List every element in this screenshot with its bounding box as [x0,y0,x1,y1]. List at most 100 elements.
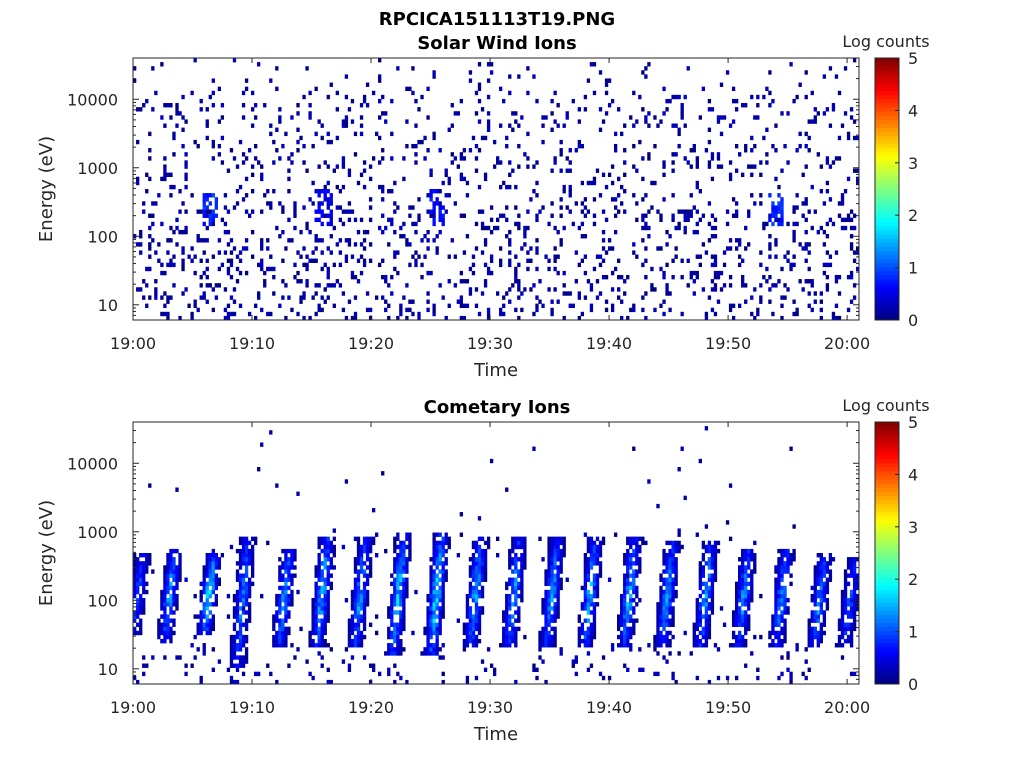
spectrogram-cell [332,565,336,570]
spectrogram-cell [786,250,790,255]
spectrogram-cell [193,593,197,599]
spectrogram-cell [511,581,515,587]
spectrogram-cell [435,189,439,194]
spectrogram-cell [281,548,285,554]
spectrogram-cell [677,94,681,100]
spectrogram-cell [344,315,349,321]
spectrogram-cell [190,258,194,263]
spectrogram-cell [344,119,349,124]
spectrogram-cell [375,553,379,558]
spectrogram-cell [547,643,551,648]
spectrogram-cell [541,638,545,644]
spectrogram-cell [465,180,470,186]
spectrogram-cell [136,287,140,292]
spectrogram-cell [629,602,633,607]
spectrogram-cell [789,557,793,562]
spectrogram-cell [662,299,666,304]
spectrogram-cell [559,197,563,202]
spectrogram-cell [813,589,817,595]
spectrogram-cell [707,602,712,607]
spectrogram-cell [284,614,288,619]
spectrogram-cell [629,626,633,632]
spectrogram-cell [133,78,137,83]
spectrogram-cell [744,663,748,668]
spectrogram-cell [393,610,397,615]
spectrogram-cell [550,614,554,619]
spectrogram-cell [744,589,748,595]
spectrogram-cell [804,647,808,652]
spectrogram-cell [356,544,361,550]
spectrogram-cell [671,213,675,218]
spectrogram-cell [671,123,675,128]
spectrogram-cell [535,180,539,186]
spectrogram-cell [199,107,203,112]
spectrogram-cell [145,303,149,309]
spectrogram-cell [701,589,706,595]
spectrogram-cell [744,143,748,149]
spectrogram-cell [235,634,240,640]
spectrogram-cell [641,176,645,182]
spectrogram-cell [496,536,500,542]
spectrogram-cell [635,557,639,562]
spectrogram-cell [166,630,170,636]
spectrogram-cell [692,205,696,210]
spectrogram-cell [441,213,445,218]
spectrogram-cell [489,217,494,223]
spectrogram-cell [308,103,312,108]
spectrogram-cell [136,565,140,570]
spectrogram-cell [852,573,857,578]
spectrogram-cell [786,651,790,656]
spectrogram-cell [250,553,255,558]
spectrogram-cell [169,598,173,603]
spectrogram-cell [532,667,536,673]
spectrogram-cell [199,626,203,632]
spectrogram-cell [598,544,603,550]
spectrogram-cell [662,634,666,640]
spectrogram-cell [169,634,173,640]
spectrogram-cell [638,598,642,603]
spectrogram-cell [583,602,588,607]
spectrogram-cell [786,667,790,673]
spectrogram-cell [471,626,476,632]
spectrogram-cell [441,598,445,603]
spectrogram-cell [780,217,784,223]
spectrogram-cell [514,593,518,599]
spectrogram-cell [426,291,430,296]
spectrogram-cell [260,307,264,313]
spectrogram-cell [556,573,560,578]
spectrogram-cell [601,675,606,681]
spectrogram-cell [738,238,742,243]
spectrogram-cell [205,585,209,591]
spectrogram-cell [320,589,324,595]
spectrogram-cell [677,143,681,149]
spectrogram-cell [278,577,282,582]
spectrogram-cell [426,638,430,644]
spectrogram-cell [317,598,321,603]
spectrogram-cell [326,213,330,218]
spectrogram-cell [169,238,173,243]
spectrogram-cell [822,573,827,578]
spectrogram-cell [744,557,748,562]
spectrogram-cell [810,307,814,313]
spectrogram-cell [586,638,591,644]
spectrogram-cell [632,536,636,542]
spectrogram-cell [671,598,675,603]
spectrogram-cell [601,258,606,263]
spectrogram-cell [302,315,306,321]
spectrogram-cell [371,507,376,513]
spectrogram-cell [214,561,218,566]
spectrogram-cell [656,209,660,214]
spectrogram-cell [320,540,324,546]
spectrogram-cell [744,593,748,599]
spectrogram-cell [583,532,588,537]
spectrogram-cell [843,569,848,574]
spectrogram-cell [326,573,330,578]
spectrogram-cell [335,205,339,210]
spectrogram-cell [719,131,724,137]
spectrogram-cell [783,598,787,603]
spectrogram-cell [384,111,388,116]
spectrogram-cell [244,176,249,182]
colorbar-swatch [875,139,899,145]
spectrogram-cell [843,577,848,582]
spectrogram-cell [674,565,678,570]
